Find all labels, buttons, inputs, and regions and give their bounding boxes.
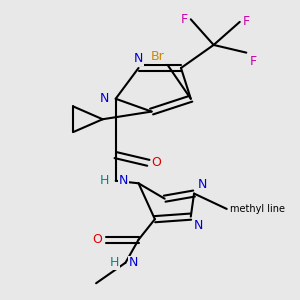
Text: H: H xyxy=(100,174,109,187)
Text: N: N xyxy=(197,178,207,191)
Text: O: O xyxy=(152,156,161,169)
Text: N: N xyxy=(119,174,128,187)
Text: N: N xyxy=(134,52,143,65)
Text: F: F xyxy=(180,13,188,26)
Text: F: F xyxy=(250,55,257,68)
Text: methyl line: methyl line xyxy=(230,204,285,214)
Text: N: N xyxy=(100,92,109,105)
Text: N: N xyxy=(129,256,138,269)
Text: Br: Br xyxy=(151,50,165,63)
Text: H: H xyxy=(110,256,119,269)
Text: N: N xyxy=(194,219,203,232)
Text: F: F xyxy=(243,15,250,28)
Text: O: O xyxy=(93,233,103,246)
